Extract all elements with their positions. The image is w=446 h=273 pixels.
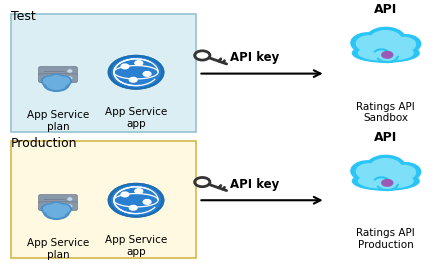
Circle shape	[382, 52, 393, 58]
Circle shape	[390, 35, 421, 53]
Circle shape	[121, 64, 129, 69]
Circle shape	[129, 205, 137, 210]
Circle shape	[54, 76, 71, 86]
Circle shape	[108, 55, 164, 89]
Text: App Service
plan: App Service plan	[27, 110, 89, 132]
Circle shape	[68, 77, 72, 79]
Circle shape	[46, 78, 66, 89]
Circle shape	[135, 189, 143, 193]
Text: Production: Production	[11, 137, 78, 150]
Circle shape	[108, 183, 164, 217]
FancyBboxPatch shape	[11, 141, 196, 258]
Circle shape	[199, 180, 206, 184]
Text: Ratings API
Production: Ratings API Production	[356, 229, 415, 250]
Circle shape	[68, 205, 72, 207]
Text: Test: Test	[11, 10, 36, 23]
Circle shape	[390, 163, 421, 181]
Ellipse shape	[352, 172, 419, 190]
Circle shape	[50, 76, 62, 83]
Circle shape	[370, 31, 401, 50]
Circle shape	[199, 54, 206, 58]
Circle shape	[112, 186, 161, 215]
Circle shape	[49, 74, 64, 84]
Circle shape	[50, 203, 62, 211]
Circle shape	[356, 164, 382, 179]
Circle shape	[135, 61, 143, 66]
Circle shape	[68, 70, 72, 72]
Circle shape	[112, 58, 161, 87]
Circle shape	[351, 33, 384, 53]
Circle shape	[46, 206, 66, 217]
Circle shape	[43, 203, 70, 219]
Text: App Service
app: App Service app	[105, 235, 167, 257]
Circle shape	[129, 78, 137, 82]
Circle shape	[43, 205, 56, 213]
Circle shape	[143, 200, 151, 204]
Circle shape	[54, 204, 71, 214]
Circle shape	[41, 76, 58, 86]
Circle shape	[392, 165, 416, 179]
Circle shape	[382, 180, 393, 186]
Circle shape	[351, 161, 384, 181]
Text: API key: API key	[230, 177, 279, 191]
Circle shape	[49, 202, 64, 212]
Circle shape	[366, 27, 405, 51]
Circle shape	[43, 76, 70, 91]
Text: API: API	[374, 131, 397, 144]
Text: Ratings API
Sandbox: Ratings API Sandbox	[356, 102, 415, 123]
Circle shape	[143, 72, 151, 76]
FancyBboxPatch shape	[38, 202, 78, 210]
Text: API key: API key	[230, 51, 279, 64]
Circle shape	[57, 205, 70, 213]
Ellipse shape	[359, 174, 413, 188]
Ellipse shape	[352, 44, 419, 62]
Circle shape	[68, 198, 72, 200]
Text: API: API	[374, 3, 397, 16]
Circle shape	[356, 36, 382, 51]
Text: App Service
plan: App Service plan	[27, 238, 89, 260]
Circle shape	[43, 77, 56, 85]
Text: App Service
app: App Service app	[105, 107, 167, 129]
FancyBboxPatch shape	[38, 67, 78, 75]
FancyBboxPatch shape	[11, 14, 196, 132]
Circle shape	[370, 159, 401, 178]
FancyBboxPatch shape	[38, 74, 78, 82]
FancyBboxPatch shape	[38, 195, 78, 203]
Circle shape	[41, 204, 58, 214]
Circle shape	[121, 192, 129, 197]
Ellipse shape	[359, 46, 413, 60]
Circle shape	[366, 155, 405, 179]
Circle shape	[392, 37, 416, 51]
Circle shape	[57, 77, 70, 85]
